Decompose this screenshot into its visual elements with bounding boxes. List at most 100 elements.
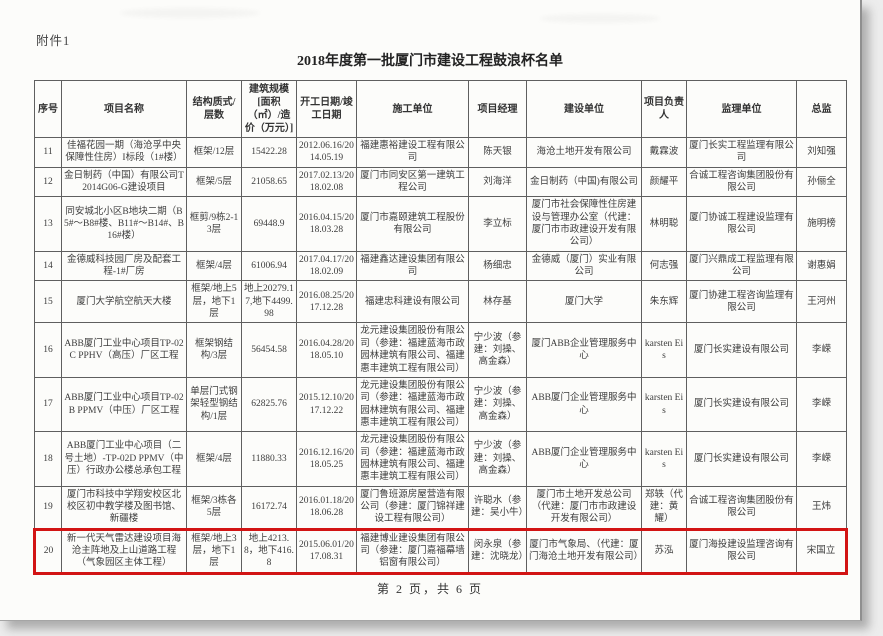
table-row: 13 同安城北小区B地块二期（B5#～B8#楼、B11#～B14#、B16#楼）框… (34, 196, 847, 252)
table-cell: 21058.65 (241, 166, 297, 198)
table-cell: 厦门市社会保障性住房建设与管理办公室（代建：厦门市市政建设开发有限公司） (526, 196, 642, 252)
table-cell: 单层门式钢架轻型钢结构/1层 (186, 376, 242, 433)
table-cell: 许聪水（参建：吴小牛） (468, 485, 528, 530)
table-cell: 佳福花园一期（海沧孚中央保障性住房）I标段（1#楼） (61, 137, 187, 168)
table-cell: karsten Eis (641, 431, 687, 487)
table-cell: 龙元建设集团股份有限公司（参建：福建蓝海市政园林建筑有限公司、福建惠丰建筑工程有… (356, 431, 469, 487)
table-cell: 海沧土地开发有限公司 (526, 137, 642, 168)
table-cell: 厦门长实建设有限公司 (686, 431, 797, 487)
table-cell: 宁少波（参建：刘操、高金森） (468, 431, 527, 487)
table-cell: 福建忠科建设有限公司 (356, 280, 469, 324)
table-cell: 厦门ABB企业管理服务中心 (526, 322, 642, 378)
table-cell: 龙元建设集团股份有限公司（参建：福建蓝海市政园林建筑有限公司、福建惠丰建筑工程有… (356, 322, 469, 378)
table-cell: 2016.12.16/2018.05.25 (296, 431, 357, 487)
table-row: 14 金德威科技园厂房及配套工程-1#厂房 框架/4层 61006.94 2017.04… (34, 250, 847, 282)
table-cell: 框架/4层 (186, 250, 242, 282)
table-cell: 地上20279.17,地下4499.98 (241, 280, 297, 324)
table-cell: 2016.04.28/2018.05.10 (296, 322, 357, 378)
table-cell: ABB厦门企业管理服务中心 (526, 431, 642, 487)
table-cell: 56454.58 (241, 322, 297, 378)
table-cell: 厦门海投建设监理咨询有限公司 (686, 527, 797, 575)
table-cell: 林存基 (468, 280, 527, 324)
table-cell: 林明聪 (641, 196, 687, 252)
table-cell: 谢惠娟 (796, 250, 847, 282)
table-cell: 2016.08.25/2017.12.28 (296, 280, 357, 324)
table-cell: 宁少波（参建：刘操、高金森） (468, 376, 527, 433)
table-body: 11 佳福花园一期（海沧孚中央保障性住房）I标段（1#楼） 框架/12层 15422.… (33, 137, 848, 575)
table-cell: 厦门市嘉颐建筑工程股份有限公司 (356, 196, 469, 252)
table-cell: 宁少波（参建：刘操、高金森） (468, 322, 527, 378)
table-cell: 15422.28 (241, 137, 297, 168)
table-cell: 厦门市气象局、（代建：厦门海沧土地开发有限公司） (526, 527, 643, 575)
table-cell: 厦门大学航空航天大楼 (61, 280, 187, 324)
table-cell: 陈天银 (468, 137, 527, 168)
table-cell: 14 (34, 250, 62, 282)
table-cell: 金德威科技园厂房及配套工程-1#厂房 (61, 250, 187, 282)
table-cell: 61006.94 (241, 250, 297, 282)
table-cell: 2015.06.01/2017.08.31 (296, 527, 357, 575)
table-cell: 15 (34, 280, 62, 324)
table-cell: 王炜 (796, 485, 847, 530)
table-row: 16 ABB厦门工业中心项目TP-02C PPHV（高压）厂区工程 框架钢结构/3层… (34, 322, 847, 378)
table-cell: 金德威（厦门）实业有限公司 (526, 250, 642, 282)
table-cell: 框架/4层 (186, 431, 242, 487)
column-header: 监理单位 (686, 80, 797, 138)
table-cell: 宋国立 (796, 527, 848, 575)
table-row: 17 ABB厦门工业中心项目TP-02B PPMV（中压）厂区工程 单层门式钢架轻型… (34, 376, 847, 433)
table-row: 12 金日制药（中国）有限公司T2014G06-G建设项目 框架/5层 21058.6… (34, 166, 847, 198)
table-cell: 2016.01.18/2018.06.28 (296, 485, 357, 530)
table-cell: 福建博业建设集团有限公司（参建：厦门嘉福幕墙铝窗有限公司） (356, 527, 469, 575)
table-cell: 李嵘 (796, 322, 847, 378)
table-cell: ABB厦门企业管理服务中心 (526, 376, 642, 433)
column-header: 建设单位 (526, 80, 642, 138)
table-cell: 18 (34, 431, 62, 487)
column-header: 总监 (796, 80, 847, 138)
table-cell: 金日制药（中国)有限公司 (526, 166, 642, 198)
page-title: 2018年度第一批厦门市建设工程鼓浪杯名单 (297, 54, 563, 69)
table-cell: 福建鑫达建设集团有限公司 (356, 250, 469, 282)
table-cell: 框剪/9栋2-13层 (186, 196, 242, 252)
table-cell: 厦门市科技中学翔安校区北校区初中教学楼及图书馆、新疆楼 (61, 485, 187, 530)
table-cell: 2015.12.10/2017.12.22 (296, 376, 357, 433)
table-cell: karsten Eis (641, 376, 687, 433)
projects-table: 序号 项目名称 结构质式/层数 建筑规模[面积（㎡）/造价（万元）] 开工日期/竣工日期… (33, 80, 848, 575)
table-cell: 厦门长实建设有限公司 (686, 322, 797, 378)
table-cell: 郑轶（代建：黄耀） (641, 485, 687, 530)
table-cell: ABB厦门工业中心项目（二号土地）-TP-02D PPMV（中压）行政办公楼总承… (61, 431, 187, 487)
table-cell: 17 (34, 376, 62, 433)
table-cell: 厦门鲁班源房屋营造有限公司（参建：厦门锦祥建设工程有限公司） (356, 485, 469, 530)
table-cell: 2016.04.15/2018.03.28 (296, 196, 357, 252)
table-cell: 刘知强 (796, 137, 847, 168)
table-cell: karsten Eis (641, 322, 687, 378)
table-cell: 新一代天气雷达建设项目海沧主阵地及上山道路工程（气象园区主体工程） (61, 527, 187, 575)
table-cell: 闵永泉（参建：沈晓龙） (468, 527, 528, 575)
table-cell: 龙元建设集团股份有限公司（参建：福建蓝海市政园林建筑有限公司、福建惠丰建筑工程有… (356, 376, 469, 433)
table-cell: 框架/5层 (186, 166, 242, 198)
table-cell: 框架/12层 (186, 137, 242, 168)
table-row: 19 厦门市科技中学翔安校区北校区初中教学楼及图书馆、新疆楼 框架/3栋各5层 161… (34, 485, 847, 530)
table-row: 18 ABB厦门工业中心项目（二号土地）-TP-02D PPMV（中压）行政办公楼… (34, 431, 847, 487)
table-cell: 苏泓 (641, 527, 687, 575)
table-cell: 何志强 (641, 250, 687, 282)
table-cell: 69448.9 (241, 196, 297, 252)
table-cell: 框架/地上5层，地下1层 (186, 280, 242, 324)
table-row-highlighted: 20 新一代天气雷达建设项目海沧主阵地及上山道路工程（气象园区主体工程） 框架/地上… (33, 527, 848, 575)
scan-smudge (120, 8, 260, 18)
table-cell: 厦门协诚工程建设监理有限公司 (686, 196, 797, 252)
table-cell: 厦门市同安区第一建筑工程公司 (356, 166, 469, 198)
table-cell: 2017.02.13/2018.02.08 (296, 166, 357, 198)
table-cell: 16 (34, 322, 62, 378)
scan-smudge (540, 14, 660, 23)
table-cell: 戴霖波 (641, 137, 687, 168)
column-header: 施工单位 (356, 80, 469, 138)
table-cell: 框架/地上3层，地下1层 (186, 527, 242, 575)
table-cell: 合诚工程咨询集团股份有限公司 (686, 485, 797, 530)
table-cell: 11 (34, 137, 62, 168)
table-header: 序号 项目名称 结构质式/层数 建筑规模[面积（㎡）/造价（万元）] 开工日期/竣工日期… (34, 80, 847, 138)
table-cell: 13 (34, 196, 62, 252)
table-cell: ABB厦门工业中心项目TP-02C PPHV（高压）厂区工程 (61, 322, 187, 378)
table-cell: 19 (34, 485, 62, 530)
table-cell: 框架钢结构/3层 (186, 322, 242, 378)
table-cell: 厦门长实建设有限公司 (686, 376, 797, 433)
